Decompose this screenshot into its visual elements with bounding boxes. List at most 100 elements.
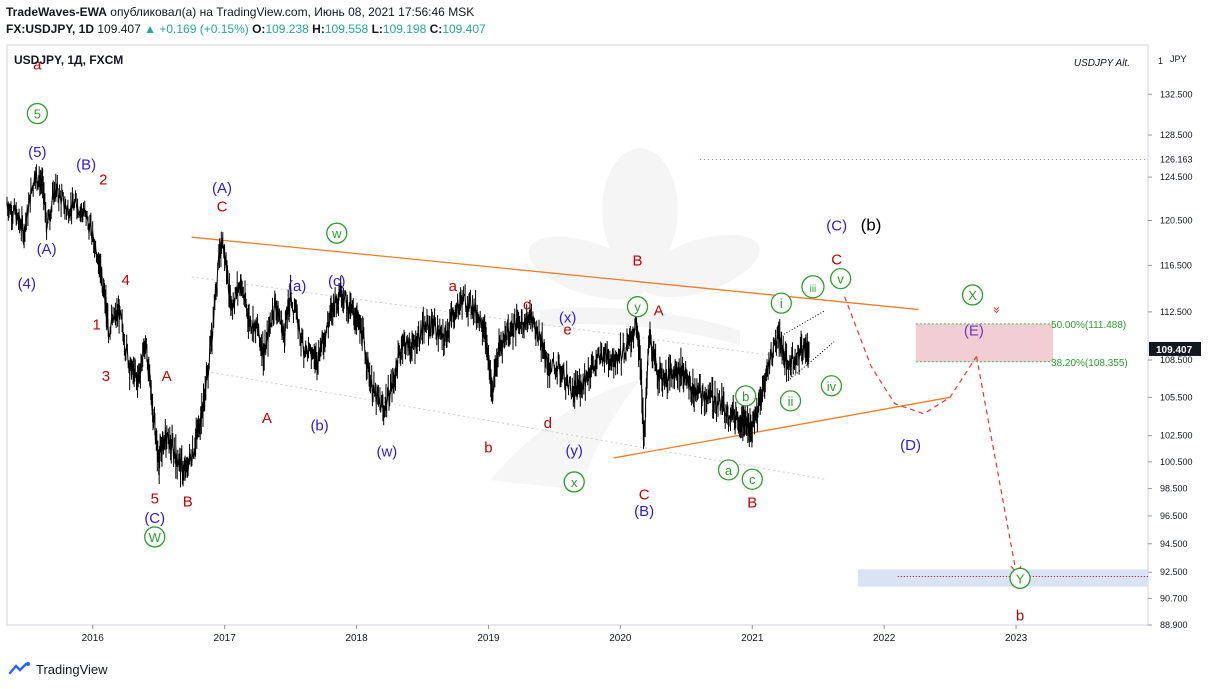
chart-header-line-1: TradeWaves-EWA опубликовал(а) на Trading… bbox=[6, 5, 474, 19]
wave-label: (D) bbox=[900, 437, 921, 454]
close-value: 109.407 bbox=[442, 22, 486, 36]
wave-label: (x) bbox=[559, 310, 577, 327]
price-tick-label: 120.500 bbox=[1160, 216, 1193, 226]
low-value: 109.198 bbox=[382, 22, 427, 36]
wave-label-circle bbox=[626, 296, 649, 318]
target-zone bbox=[857, 569, 1148, 587]
wave-label: b bbox=[1016, 608, 1024, 625]
wave-label: v bbox=[837, 272, 844, 287]
current-price-label: 109.407 bbox=[1156, 345, 1193, 356]
last-price: 109.407 bbox=[97, 22, 141, 36]
wave-label: x bbox=[571, 475, 578, 490]
chart-watermark-text: USDJPY Alt. bbox=[1074, 58, 1130, 69]
footer-brand[interactable]: TradingView bbox=[8, 661, 108, 677]
tagged-price-bg bbox=[1149, 153, 1207, 166]
wave-label: X bbox=[968, 288, 977, 303]
tradingview-logo-icon bbox=[8, 662, 30, 675]
forecast-y-path bbox=[975, 356, 1017, 573]
scale-top-label: 1 bbox=[1158, 56, 1163, 66]
wave-label: 5 bbox=[151, 491, 159, 508]
wave-label: (b) bbox=[861, 215, 882, 234]
wave-label-circle bbox=[801, 275, 825, 299]
wave-label: B bbox=[183, 493, 193, 510]
wave-label: (A) bbox=[37, 241, 57, 258]
wave-label-circle bbox=[563, 471, 585, 493]
wedge-lower-line bbox=[787, 341, 835, 382]
wave-label: 2 bbox=[99, 172, 107, 189]
wave-label: ii bbox=[788, 394, 794, 409]
price-tick-label: 128.500 bbox=[1160, 130, 1193, 140]
price-tick-label: 92.500 bbox=[1160, 567, 1188, 577]
wave-label: C bbox=[831, 251, 842, 268]
current-price-badge bbox=[1149, 341, 1201, 356]
wave-label: a bbox=[449, 278, 458, 295]
upper-trendline bbox=[191, 236, 919, 311]
wave-label-circle bbox=[1009, 567, 1031, 589]
time-tick-label: 2022 bbox=[873, 633, 896, 644]
time-tick-label: 2020 bbox=[609, 633, 632, 644]
wave-label: (A) bbox=[212, 180, 232, 197]
price-tick-label: 124.500 bbox=[1160, 172, 1193, 182]
wave-label: (w) bbox=[376, 444, 397, 461]
price-tick-label: 100.500 bbox=[1160, 457, 1193, 467]
wave-label: iii bbox=[810, 284, 817, 295]
chart-header-line-2: FX:USDJPY, 1D 109.407 ▲ +0.169 (+0.15%) … bbox=[6, 22, 486, 36]
double-chevron-down-icon: » bbox=[988, 306, 1003, 314]
open-label: O: bbox=[252, 22, 266, 36]
chart-title: USDJPY, 1Д, FXCM bbox=[14, 53, 123, 67]
wave-label-circle bbox=[144, 526, 166, 548]
wave-label-circle bbox=[26, 102, 48, 125]
price-tick-label: 98.500 bbox=[1160, 484, 1188, 494]
wave-label: C bbox=[639, 486, 650, 503]
wave-label: d bbox=[544, 415, 552, 432]
publisher-name[interactable]: TradeWaves-EWA bbox=[6, 5, 107, 19]
wave-label: (a) bbox=[288, 278, 306, 295]
watermark-logo bbox=[490, 148, 760, 490]
wave-label-circle bbox=[326, 222, 348, 244]
high-value: 109.558 bbox=[324, 22, 369, 36]
price-change: +0.169 (+0.15%) bbox=[159, 22, 249, 36]
price-tick-label: 94.500 bbox=[1160, 539, 1188, 549]
fib-level-label: 38.20%(108.355) bbox=[1051, 358, 1128, 369]
wave-label: iv bbox=[827, 379, 837, 394]
wave-label: (C) bbox=[826, 217, 847, 234]
price-tick-label: 116.500 bbox=[1160, 260, 1192, 270]
published-text: опубликовал(а) на TradingView.com, Июнь … bbox=[110, 5, 475, 19]
wave-label-circle bbox=[770, 292, 792, 314]
wave-label: b bbox=[484, 440, 492, 457]
wave-label: a bbox=[725, 463, 733, 478]
wave-label: B bbox=[747, 495, 757, 512]
wave-label: b bbox=[742, 389, 749, 404]
wave-label: 4 bbox=[122, 272, 130, 289]
fib-level-label: 50.00%(111.488) bbox=[1051, 320, 1126, 331]
wave-label: W bbox=[149, 530, 162, 545]
wave-label: (c) bbox=[328, 273, 346, 290]
wave-label: (B) bbox=[76, 157, 96, 174]
price-tick-label: 102.500 bbox=[1160, 431, 1193, 441]
wave-label: 1 bbox=[93, 317, 101, 334]
wedge-upper-line bbox=[781, 310, 826, 337]
wave-label: Y bbox=[1016, 571, 1025, 586]
wave-label: i bbox=[780, 296, 783, 311]
price-tick-label: 88.900 bbox=[1160, 620, 1188, 630]
wave-label: e bbox=[563, 322, 571, 339]
wave-label: (E) bbox=[964, 323, 984, 340]
wave-label: 3 bbox=[102, 368, 110, 385]
wave-label: (4) bbox=[18, 275, 36, 292]
price-tick-label: 90.700 bbox=[1160, 593, 1188, 603]
close-label: C: bbox=[429, 22, 443, 36]
time-tick-label: 2019 bbox=[477, 633, 500, 644]
low-label: L: bbox=[371, 22, 383, 36]
time-tick-label: 2016 bbox=[82, 633, 105, 644]
wave-label: (5) bbox=[28, 144, 46, 161]
wave-label: B bbox=[633, 252, 643, 269]
price-tick-label: 132.500 bbox=[1160, 89, 1193, 99]
open-value: 109.238 bbox=[265, 22, 309, 36]
time-tick-label: 2023 bbox=[1005, 633, 1028, 644]
wave-label: c bbox=[523, 297, 531, 314]
wave-label: a bbox=[33, 56, 42, 73]
wave-label-circle bbox=[820, 375, 843, 397]
wave-label-circle bbox=[735, 385, 757, 407]
wave-label: c bbox=[749, 472, 756, 487]
